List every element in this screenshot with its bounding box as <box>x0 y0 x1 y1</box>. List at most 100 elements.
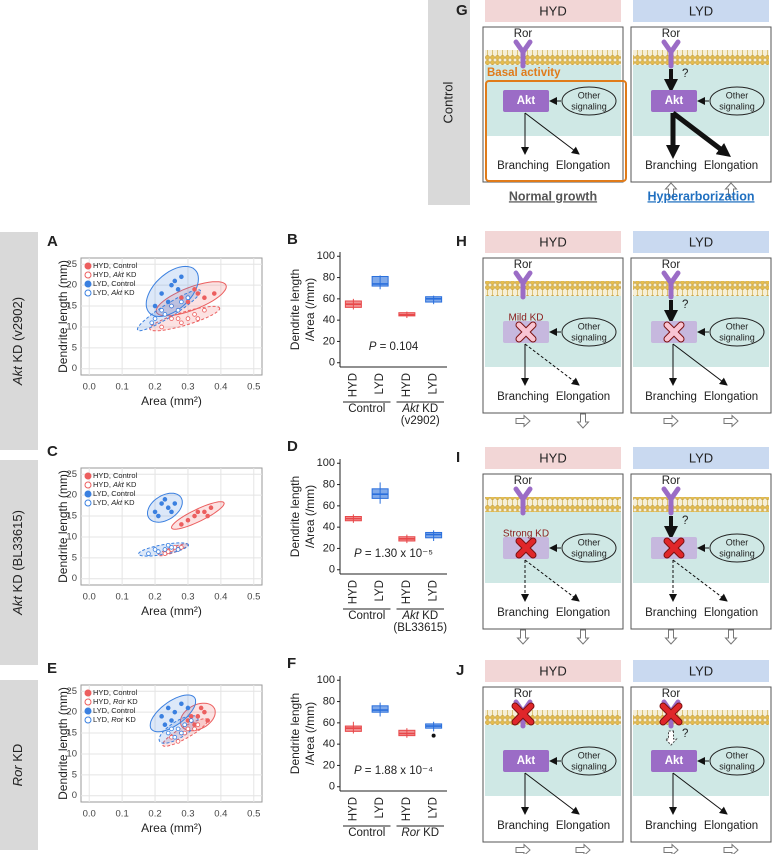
other-signaling-label: signaling <box>719 548 755 558</box>
p-value: P = 0.104 <box>369 341 419 353</box>
receptor <box>513 270 533 300</box>
y-axis-title: /Area (/mm) <box>303 485 317 548</box>
data-point <box>172 501 178 506</box>
legend-label: HYD, Control <box>93 688 138 697</box>
legend-marker <box>84 490 92 498</box>
other-signaling-label: signaling <box>571 761 607 771</box>
y-tick-label: 15 <box>66 301 77 312</box>
confidence-ellipse <box>149 305 221 332</box>
legend-marker <box>84 289 92 297</box>
receptor-label: Ror <box>662 475 681 487</box>
other-signaling <box>709 86 765 116</box>
y-tick-label: 25 <box>66 469 77 480</box>
x-tick-label: 0.0 <box>83 592 96 603</box>
output-arrow <box>672 343 728 386</box>
data-point <box>169 282 174 288</box>
legend-label: LYD, Control <box>93 279 136 288</box>
data-point <box>202 295 207 300</box>
y-tick-label: 15 <box>66 728 77 739</box>
y-tick-label: 80 <box>323 695 335 707</box>
legend-marker <box>84 698 92 706</box>
data-point <box>185 316 191 321</box>
output-label: Elongation <box>704 160 758 172</box>
y-tick-label: 20 <box>323 542 335 554</box>
output-label: Elongation <box>704 607 758 619</box>
output-arrow <box>672 559 728 602</box>
data-point <box>156 549 161 554</box>
output-label: Elongation <box>556 391 610 403</box>
question-mark: ? <box>682 728 688 740</box>
output-label: Elongation <box>556 820 610 832</box>
data-point <box>152 547 158 552</box>
legend-marker <box>84 499 92 507</box>
data-point <box>192 726 197 732</box>
column-header <box>633 660 769 682</box>
data-point <box>188 714 194 719</box>
knockout-stroke <box>516 538 536 558</box>
membrane <box>633 497 769 512</box>
signal-arrow <box>664 730 678 746</box>
knockout-mark <box>663 321 685 343</box>
data-point <box>169 303 174 309</box>
x-tick-label: HYD <box>347 373 359 397</box>
column-header <box>485 231 621 253</box>
output-label: Elongation <box>556 607 610 619</box>
kinase <box>503 90 549 112</box>
trend-arrow <box>575 843 591 854</box>
other-signaling <box>561 317 617 347</box>
panel-letter: C <box>47 443 58 460</box>
y-axis-title: Dendrite length (mm) <box>56 687 70 800</box>
knockout-mark <box>663 537 685 559</box>
y-tick-label: 5 <box>72 769 77 780</box>
legend-marker <box>84 481 92 489</box>
data-point <box>185 299 191 305</box>
data-point <box>162 722 168 727</box>
y-tick-label: 10 <box>66 748 77 759</box>
data-point <box>198 705 204 711</box>
x-tick-label: HYD <box>347 797 359 821</box>
membrane <box>633 50 769 65</box>
data-point <box>175 739 181 744</box>
receptor-label: Ror <box>514 475 533 487</box>
trend-arrow <box>515 414 531 428</box>
x-tick-label: 0.2 <box>148 592 161 603</box>
column-header <box>485 447 621 469</box>
receptor <box>513 39 533 69</box>
data-point <box>179 730 184 736</box>
receptor-label: Ror <box>514 28 533 40</box>
receptor <box>661 270 681 300</box>
trend-arrow <box>724 182 738 198</box>
legend-label: LYD, Control <box>93 706 136 715</box>
receptor-label: Ror <box>662 259 681 271</box>
x-tick-label: LYD <box>374 373 386 395</box>
y-tick-label: 10 <box>66 531 77 542</box>
x-tick-label: 0.1 <box>116 592 129 603</box>
other-signaling-label: Other <box>726 750 749 760</box>
column-header-label: LYD <box>689 663 713 678</box>
panel-letter: A <box>47 233 58 250</box>
y-tick-label: 0 <box>329 357 335 369</box>
data-point <box>179 522 184 527</box>
y-tick-label: 20 <box>66 280 77 291</box>
data-point <box>169 718 174 723</box>
data-point <box>162 547 168 552</box>
basal-activity-frame <box>485 80 627 182</box>
data-point <box>159 714 164 719</box>
trend-arrow <box>723 414 739 428</box>
panel-letter: D <box>287 438 298 455</box>
x-tick-label: 0.5 <box>247 592 260 603</box>
y-tick-label: 25 <box>66 686 77 697</box>
data-point <box>175 287 181 292</box>
x-tick-label: LYD <box>428 797 440 819</box>
y-axis-title: Dendrite length (mm) <box>56 470 70 583</box>
data-point <box>175 307 181 313</box>
output-label: Branching <box>645 160 697 172</box>
y-tick-label: 10 <box>66 321 77 332</box>
output-label: Branching <box>497 820 549 832</box>
legend-label: LYD, Control <box>93 489 136 498</box>
knockout-mark <box>511 702 535 726</box>
data-point <box>169 545 174 550</box>
data-point <box>172 734 178 740</box>
data-point <box>192 312 197 317</box>
legend-label: HYD, Control <box>93 471 138 480</box>
